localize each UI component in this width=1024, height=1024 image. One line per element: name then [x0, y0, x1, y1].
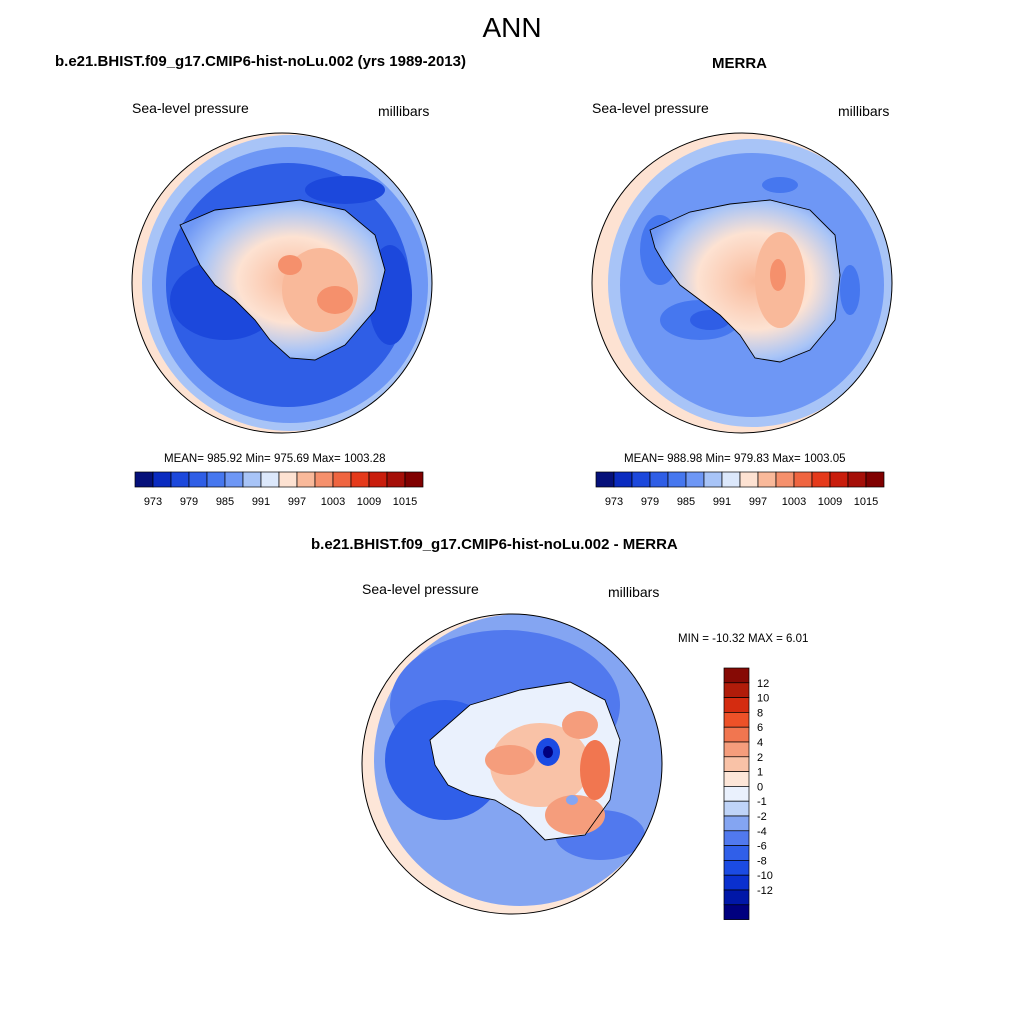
diff-colorbar-box	[723, 786, 750, 802]
merra-colorbar: 973 979 985 991 997 1003 1009 1015	[595, 471, 885, 508]
model-colorbar-tick-label: 1015	[393, 496, 417, 508]
model-panel-title: b.e21.BHIST.f09_g17.CMIP6-hist-noLu.002 …	[55, 53, 466, 70]
diff-colorbar-box	[723, 889, 750, 906]
diff-colorbar-tick-label: -8	[757, 855, 767, 867]
diff-colorbar-box	[723, 860, 750, 876]
model-colorbar-tick-label: 973	[144, 496, 162, 508]
model-units-label: millibars	[378, 103, 430, 119]
merra-colorbar-tick-label: 985	[677, 496, 695, 508]
diff-colorbar-box	[723, 667, 750, 684]
diff-stats: MIN = -10.32 MAX = 6.01	[678, 633, 809, 645]
diff-colorbar-box	[723, 800, 750, 817]
merra-colorbar-tick-label: 997	[749, 496, 767, 508]
diff-colorbar-tick-label: 0	[757, 781, 763, 793]
diff-colorbar-tick-label: 6	[757, 722, 763, 734]
model-colorbar-tick-label: 991	[252, 496, 270, 508]
diff-colorbar-tick-label: 4	[757, 737, 763, 749]
model-variable-label: Sea-level pressure	[132, 100, 249, 116]
diff-colorbar-tick-label: 1	[757, 767, 763, 779]
diff-colorbar-box	[723, 845, 750, 861]
diff-variable-label: Sea-level pressure	[362, 581, 479, 597]
merra-stats: MEAN= 988.98 Min= 979.83 Max= 1003.05	[624, 453, 846, 465]
merra-colorbar-tick-label: 979	[641, 496, 659, 508]
merra-colorbar-tick-label: 1003	[782, 496, 806, 508]
merra-colorbar-tick-label: 1009	[818, 496, 842, 508]
diff-colorbar-tick-label: -1	[757, 796, 767, 808]
diff-colorbar-tick-label: 8	[757, 707, 763, 719]
diff-colorbar-box	[723, 682, 750, 698]
merra-variable-label: Sea-level pressure	[592, 100, 709, 116]
merra-colorbar-box	[865, 471, 885, 488]
model-colorbar: 973 979 985 991 997 1003 1009 1015	[134, 471, 424, 508]
diff-colorbar-box	[723, 712, 750, 728]
diff-colorbar-box	[723, 815, 750, 832]
diff-colorbar-box	[723, 741, 750, 758]
diff-panel-title: b.e21.BHIST.f09_g17.CMIP6-hist-noLu.002 …	[311, 536, 678, 553]
diff-colorbar-box	[723, 726, 750, 743]
model-colorbar-tick-label: 1009	[357, 496, 381, 508]
merra-colorbar-tick-label: 973	[605, 496, 623, 508]
merra-panel-title: MERRA	[712, 55, 767, 72]
diff-colorbar-box	[723, 697, 750, 713]
model-colorbar-tick-label: 1003	[321, 496, 345, 508]
merra-colorbar-tick-label: 1015	[854, 496, 878, 508]
diff-colorbar-box	[723, 830, 750, 846]
figure-title: ANN	[482, 12, 542, 43]
model-colorbar-tick-label: 979	[180, 496, 198, 508]
model-colorbar-tick-label: 985	[216, 496, 234, 508]
diff-colorbar-tick-label: -10	[757, 870, 773, 882]
diff-units-label: millibars	[608, 584, 660, 600]
diff-colorbar-tick-label: -4	[757, 826, 767, 838]
merra-colorbar-tick-label: 991	[713, 496, 731, 508]
merra-units-label: millibars	[838, 103, 890, 119]
diff-colorbar-box	[723, 904, 750, 920]
diff-colorbar-tick-label: 10	[757, 693, 769, 705]
diff-colorbar-box	[723, 756, 750, 772]
diff-colorbar-tick-label: -2	[757, 811, 767, 823]
diff-colorbar-tick-label: -6	[757, 841, 767, 853]
diff-colorbar-tick-label: 2	[757, 752, 763, 764]
model-colorbar-box	[404, 471, 424, 488]
diff-colorbar-tick-label: 12	[757, 678, 769, 690]
diff-colorbar-box	[723, 874, 750, 891]
model-stats: MEAN= 985.92 Min= 975.69 Max= 1003.28	[164, 453, 386, 465]
diff-colorbar-box	[723, 771, 750, 787]
diff-colorbar-tick-label: -12	[757, 885, 773, 897]
model-colorbar-tick-label: 997	[288, 496, 306, 508]
